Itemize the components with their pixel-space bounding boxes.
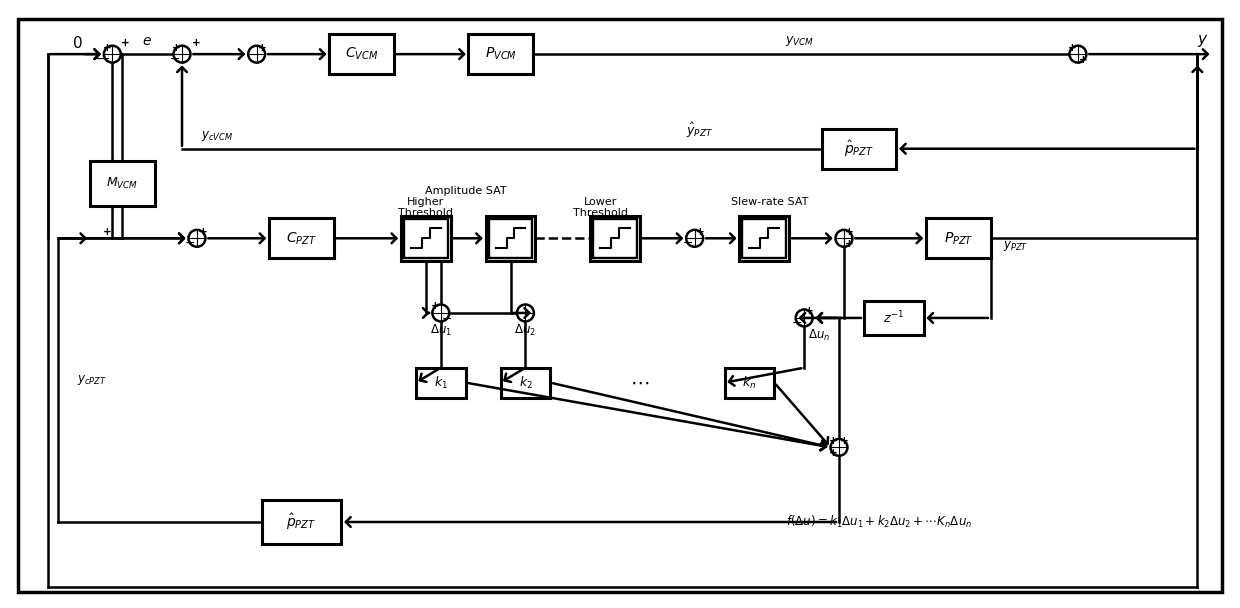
Text: +: +	[103, 227, 112, 237]
Text: $\Delta u_1$: $\Delta u_1$	[430, 323, 451, 339]
Text: +: +	[1068, 43, 1076, 53]
Text: Amplitude SAT: Amplitude SAT	[425, 186, 506, 196]
FancyBboxPatch shape	[486, 216, 536, 261]
FancyBboxPatch shape	[593, 219, 637, 258]
Text: $y_{cVCM}$: $y_{cVCM}$	[201, 129, 233, 143]
Text: $-$: $-$	[440, 312, 451, 325]
Circle shape	[517, 305, 534, 322]
FancyBboxPatch shape	[822, 129, 897, 168]
Text: $C_{PZT}$: $C_{PZT}$	[286, 230, 317, 246]
Circle shape	[796, 309, 812, 326]
Text: $z^{-1}$: $z^{-1}$	[883, 309, 904, 326]
Text: $y_{cPZT}$: $y_{cPZT}$	[77, 373, 108, 387]
FancyBboxPatch shape	[329, 34, 393, 74]
Text: $P_{PZT}$: $P_{PZT}$	[944, 230, 973, 246]
FancyBboxPatch shape	[401, 216, 451, 261]
FancyBboxPatch shape	[590, 216, 640, 261]
FancyBboxPatch shape	[864, 300, 924, 336]
Circle shape	[248, 46, 265, 63]
Text: $\hat{y}_{PZT}$: $\hat{y}_{PZT}$	[686, 121, 713, 140]
Text: $\hat{p}_{PZT}$: $\hat{p}_{PZT}$	[286, 512, 316, 532]
Circle shape	[831, 439, 847, 456]
Text: Lower: Lower	[583, 197, 616, 207]
Text: $\hat{p}_{PZT}$: $\hat{p}_{PZT}$	[844, 139, 874, 159]
Text: $0$: $0$	[72, 35, 83, 51]
FancyBboxPatch shape	[724, 368, 774, 398]
FancyBboxPatch shape	[415, 368, 466, 398]
Text: +: +	[828, 448, 837, 458]
Text: +: +	[103, 43, 112, 53]
FancyBboxPatch shape	[91, 161, 155, 206]
Text: +: +	[120, 38, 130, 48]
Text: $e$: $e$	[143, 34, 153, 48]
Text: +: +	[846, 227, 854, 237]
Text: +: +	[805, 306, 813, 317]
Circle shape	[188, 230, 206, 247]
Text: +: +	[846, 239, 854, 249]
Text: $y_{PZT}$: $y_{PZT}$	[1003, 240, 1029, 254]
Text: $k_2$: $k_2$	[518, 375, 532, 391]
Circle shape	[686, 230, 703, 247]
FancyBboxPatch shape	[926, 218, 991, 258]
Text: Higher: Higher	[407, 197, 444, 207]
Text: $-$: $-$	[99, 52, 110, 65]
Text: $C_{VCM}$: $C_{VCM}$	[345, 46, 378, 63]
Text: $-$: $-$	[169, 52, 180, 65]
Text: $-$: $-$	[92, 52, 103, 65]
Text: Threshold: Threshold	[573, 208, 627, 218]
Text: +: +	[828, 436, 837, 446]
FancyBboxPatch shape	[269, 218, 334, 258]
Text: $-$: $-$	[791, 316, 802, 329]
Circle shape	[836, 230, 852, 247]
FancyBboxPatch shape	[739, 216, 789, 261]
Text: +: +	[1079, 55, 1087, 64]
Text: $\cdots$: $\cdots$	[630, 374, 650, 392]
Text: $-$: $-$	[682, 237, 693, 249]
Text: +: +	[191, 38, 201, 48]
FancyBboxPatch shape	[489, 219, 532, 258]
Text: +: +	[432, 302, 440, 311]
Text: $-$: $-$	[184, 237, 195, 249]
FancyBboxPatch shape	[404, 219, 448, 258]
Text: $k_1$: $k_1$	[434, 375, 448, 391]
Text: $P_{VCM}$: $P_{VCM}$	[485, 46, 517, 63]
Circle shape	[104, 46, 120, 63]
FancyBboxPatch shape	[17, 19, 1223, 592]
Text: $\Delta u_n$: $\Delta u_n$	[808, 328, 830, 344]
Circle shape	[174, 46, 191, 63]
Circle shape	[433, 305, 449, 322]
Text: +: +	[696, 227, 704, 237]
Text: $f(\Delta u) = k_1\Delta u_1 + k_2\Delta u_2 + \cdots K_n\Delta u_n$: $f(\Delta u) = k_1\Delta u_1 + k_2\Delta…	[786, 514, 972, 530]
Text: $y_{VCM}$: $y_{VCM}$	[785, 34, 813, 48]
FancyBboxPatch shape	[501, 368, 551, 398]
Circle shape	[1069, 46, 1086, 63]
Text: $M_{VCM}$: $M_{VCM}$	[107, 176, 139, 191]
Text: +: +	[258, 43, 267, 53]
FancyBboxPatch shape	[743, 219, 786, 258]
FancyBboxPatch shape	[262, 500, 341, 544]
Text: $\Delta u_2$: $\Delta u_2$	[515, 323, 537, 339]
Text: +: +	[172, 43, 181, 53]
Text: +: +	[198, 227, 207, 237]
Text: Slew-rate SAT: Slew-rate SAT	[730, 197, 808, 207]
Text: Threshold: Threshold	[398, 208, 454, 218]
FancyBboxPatch shape	[469, 34, 533, 74]
Text: +: +	[839, 436, 849, 446]
Text: $y$: $y$	[1197, 33, 1208, 49]
Text: $k_n$: $k_n$	[743, 375, 756, 391]
